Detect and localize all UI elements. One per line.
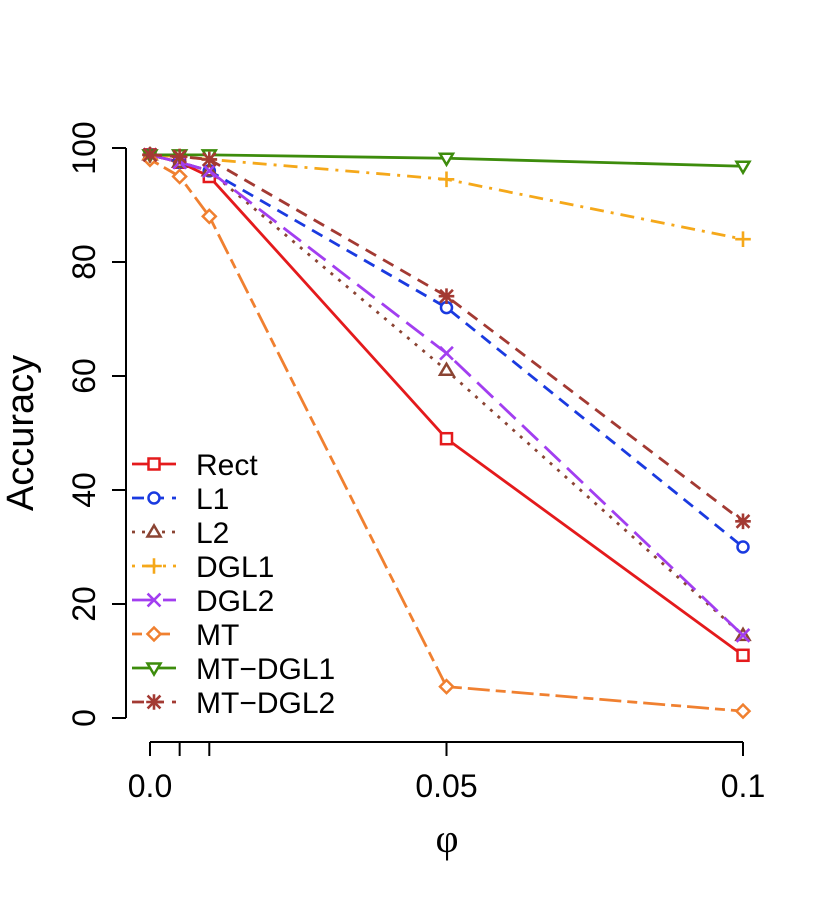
legend-item-mt-dgl1: MT−DGL1 — [132, 653, 335, 686]
legend-marker — [145, 625, 163, 643]
legend-item-dgl2: DGL2 — [132, 585, 274, 618]
data-point-mt — [438, 678, 455, 695]
x-tick-label: 0.05 — [415, 768, 477, 804]
data-point-dgl2 — [439, 345, 454, 361]
x-tick-label: 0.0 — [128, 768, 172, 804]
series-line-dgl2 — [149, 153, 744, 637]
data-point-dgl2 — [735, 628, 751, 643]
axes: 0 20 40 60 80 100 0.0 0.05 0.1 — [66, 121, 765, 804]
data-point-mt-dgl1 — [437, 152, 456, 168]
legend-marker — [147, 457, 161, 471]
legend-item-mt: MT — [132, 619, 239, 652]
legend-item-mt-dgl2: MT−DGL2 — [132, 687, 335, 720]
legend-label: DGL1 — [196, 551, 274, 584]
data-point-rect — [736, 648, 750, 663]
y-tick-label: 80 — [66, 244, 102, 280]
data-point-mt-dgl2 — [201, 151, 218, 168]
x-axis-label: φ — [435, 816, 458, 861]
data-point-mt-dgl2 — [735, 513, 751, 530]
series-mt — [141, 151, 752, 720]
y-axis-label: Accuracy — [0, 355, 42, 511]
data-point-l1 — [736, 540, 750, 554]
data-point-l2 — [437, 361, 456, 377]
legend-marker — [145, 523, 163, 538]
y-tick-label: 60 — [66, 358, 102, 394]
data-point-dgl2 — [201, 163, 217, 179]
legend-label: Rect — [196, 449, 258, 482]
legend-marker — [147, 491, 161, 505]
series-line-l1 — [149, 153, 744, 549]
series-l1 — [143, 148, 750, 554]
legend-marker — [145, 662, 163, 677]
data-point-mt — [201, 208, 218, 225]
legend-label: DGL2 — [196, 585, 274, 618]
data-point-mt-dgl2 — [438, 288, 455, 304]
series-line-mt — [149, 158, 744, 713]
data-point-mt-dgl1 — [734, 160, 752, 176]
y-tick-label: 40 — [66, 472, 102, 508]
series-layer — [141, 145, 752, 720]
legend-marker — [146, 592, 162, 608]
legend-marker — [146, 558, 162, 574]
y-tick-label: 100 — [66, 121, 102, 174]
legend-item-rect: Rect — [132, 449, 258, 482]
legend-label: L2 — [196, 517, 229, 550]
data-point-rect — [439, 431, 454, 446]
legend-marker — [146, 694, 162, 710]
data-point-dgl1 — [735, 231, 751, 247]
data-point-dgl1 — [438, 171, 455, 188]
data-point-mt — [734, 702, 752, 720]
legend-label: L1 — [196, 483, 229, 516]
x-tick-label: 0.1 — [721, 768, 765, 804]
y-tick-label: 0 — [66, 709, 102, 727]
data-point-mt-dgl2 — [142, 147, 158, 163]
y-tick-label: 20 — [66, 586, 102, 622]
x-ticks: 0.0 0.05 0.1 — [128, 742, 765, 804]
data-point-mt — [171, 168, 188, 185]
y-ticks: 0 20 40 60 80 100 — [66, 121, 126, 727]
legend-item-l2: L2 — [132, 517, 229, 550]
data-point-mt-dgl2 — [171, 148, 188, 165]
legend-label: MT−DGL1 — [196, 653, 335, 686]
legend-item-dgl1: DGL1 — [132, 551, 274, 584]
legend-item-l1: L1 — [132, 483, 229, 516]
legend-label: MT−DGL2 — [196, 687, 335, 720]
series-mt-dgl2 — [142, 147, 751, 530]
legend-label: MT — [196, 619, 239, 652]
